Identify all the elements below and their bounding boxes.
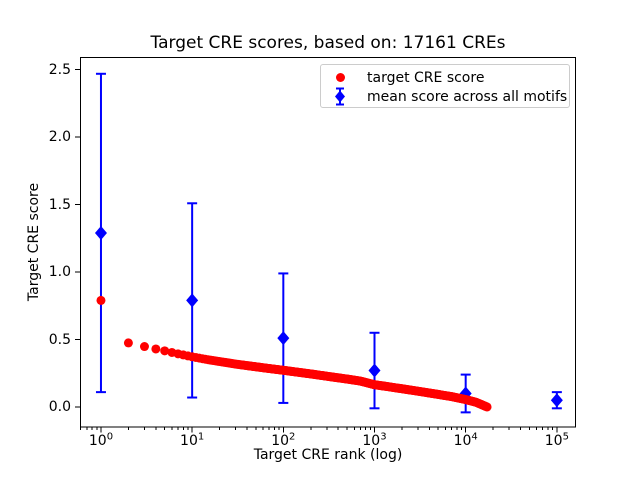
y-tick-label: 1.5 [48,196,71,213]
y-tick-label: 2.0 [48,129,71,146]
x-axis-label: Target CRE rank (log) [253,447,403,463]
x-tick-label: 105 [544,431,569,449]
x-tick-label: 104 [453,431,478,449]
legend-item-mean-score: mean score across all motifs [321,87,569,106]
chart-title: Target CRE scores, based on: 17161 CREs [150,33,506,53]
x-tick-label: 101 [180,431,205,449]
legend-label: mean score across all motifs [367,88,568,105]
blue-diamond-marker-icon [330,87,350,106]
red-dot-marker-icon [330,73,350,82]
legend-label: target CRE score [367,69,485,86]
y-tick-label: 0.5 [48,331,71,348]
y-tick-label: 1.0 [48,264,71,281]
x-tick-label: 103 [362,431,387,449]
y-axis-label: Target CRE score [26,182,42,302]
x-tick-label: 100 [88,431,114,449]
y-tick-label: 2.5 [48,61,71,78]
legend: target CRE score mean score across all m… [320,64,570,108]
y-tick-label: 0.0 [48,398,71,415]
x-tick-label: 102 [271,431,296,449]
legend-item-target-score: target CRE score [321,68,569,87]
